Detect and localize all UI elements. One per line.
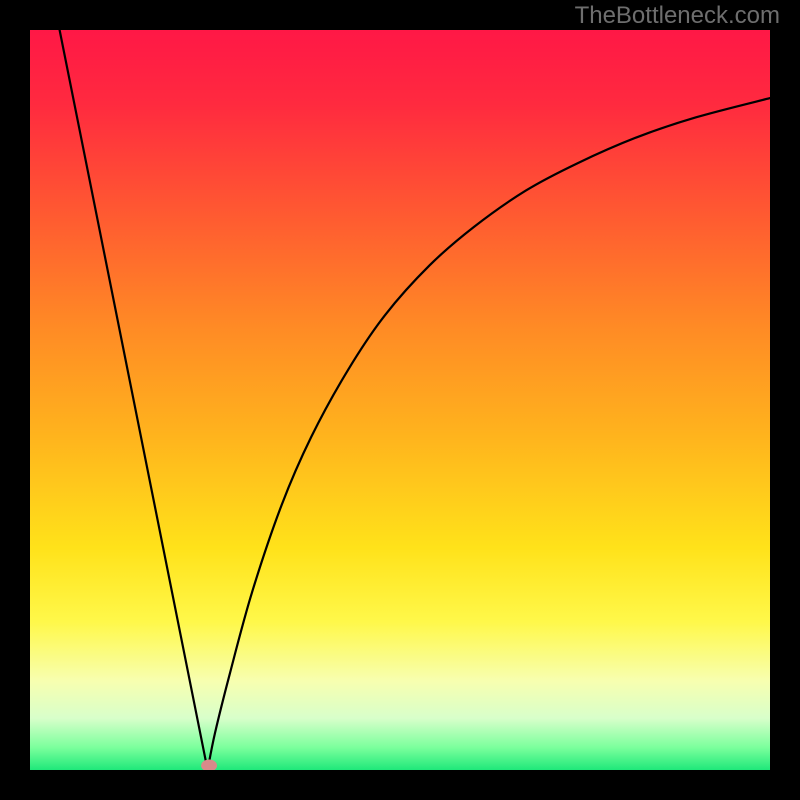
- plot-area: [30, 30, 770, 770]
- watermark-text: TheBottleneck.com: [575, 2, 780, 30]
- bottleneck-curve: [30, 30, 770, 770]
- min-marker: [201, 760, 217, 770]
- curve-path: [60, 30, 770, 770]
